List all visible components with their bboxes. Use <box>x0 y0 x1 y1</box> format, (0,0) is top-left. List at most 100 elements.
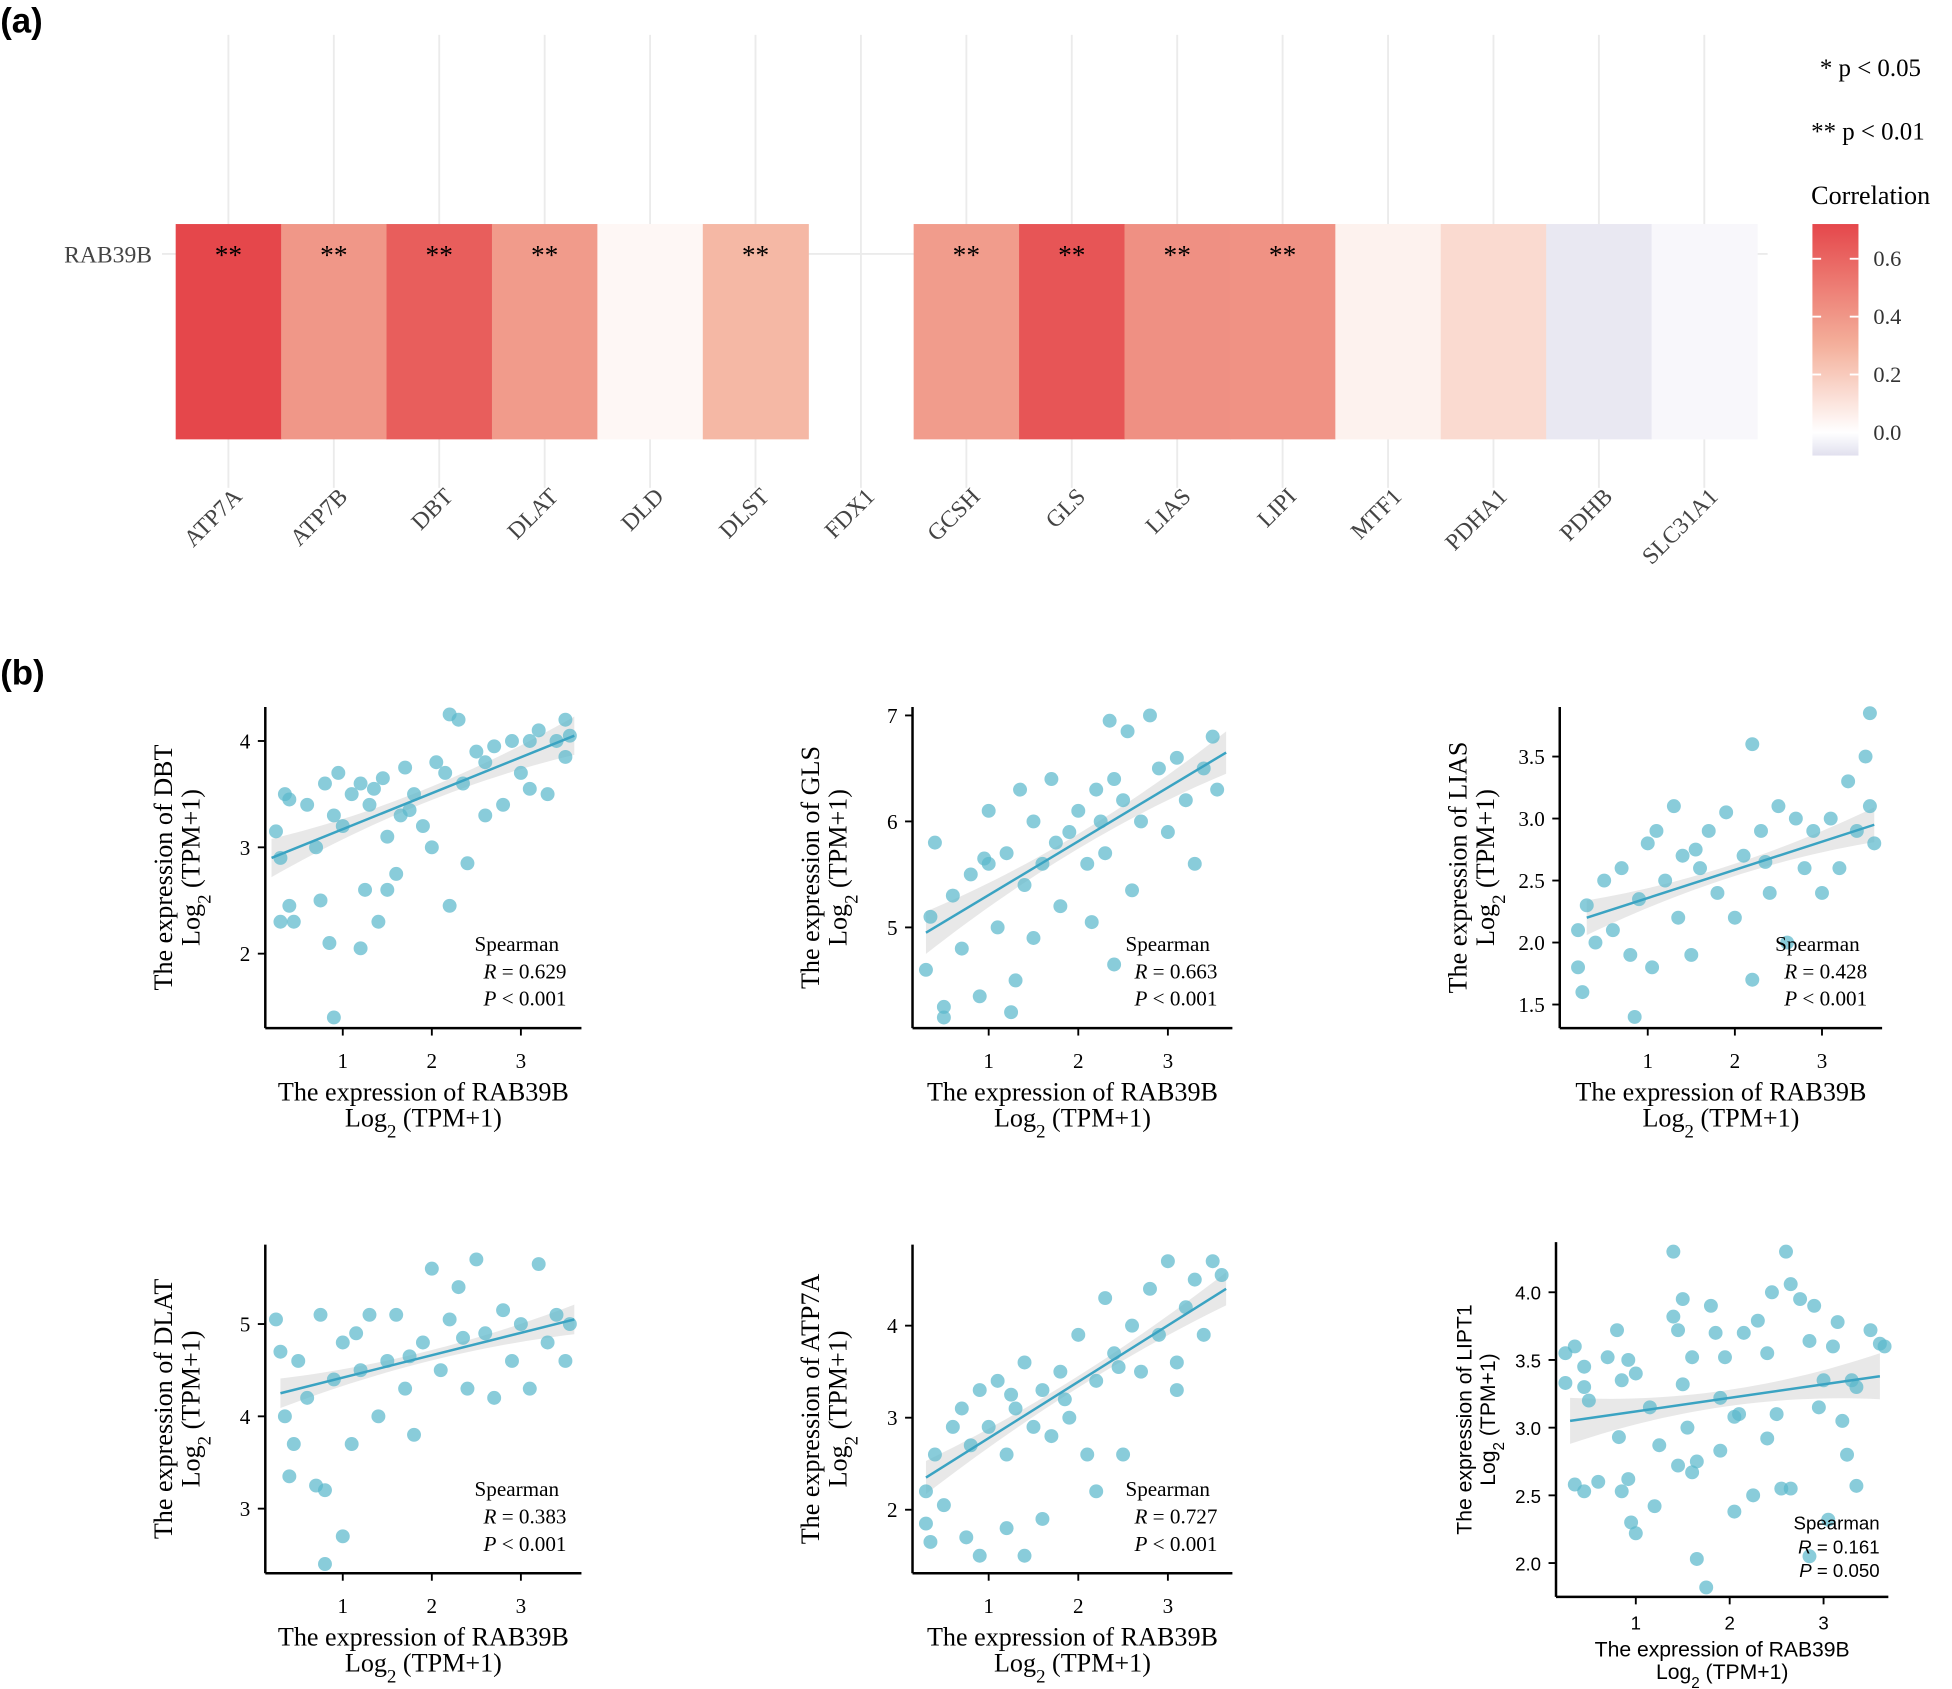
legend-title: Correlation <box>1811 181 1930 210</box>
regression-line <box>271 734 575 860</box>
stat-p-symbol: P <box>483 1532 497 1556</box>
data-point <box>424 840 439 855</box>
data-point <box>269 1312 283 1327</box>
colorbar-tick-label: 0.4 <box>1873 304 1901 329</box>
stat-p: P < 0.001 <box>483 1532 567 1556</box>
data-point <box>1769 1407 1784 1422</box>
data-point <box>1863 1323 1878 1338</box>
regression-line <box>280 1318 575 1395</box>
x-tick-label: 1 <box>983 1049 994 1073</box>
log-base: Log <box>1471 904 1500 946</box>
x-tick-label: 1 <box>337 1049 348 1073</box>
data-point <box>286 1437 301 1451</box>
stat-r: R = 0.629 <box>483 959 567 983</box>
data-point <box>1685 1465 1700 1480</box>
x-tick-label: 3 <box>1163 1594 1174 1618</box>
y-axis-title: The expression of GLS <box>796 746 825 989</box>
data-point <box>1597 873 1612 888</box>
data-point <box>313 1307 328 1322</box>
colorbar-tick-label: 0.0 <box>1873 420 1901 445</box>
data-point <box>496 1303 511 1318</box>
data-point <box>522 781 537 796</box>
heatmap-cell <box>1546 224 1653 440</box>
log-base: Log <box>1642 1103 1684 1132</box>
data-point <box>1080 1447 1095 1462</box>
data-point <box>1621 1352 1636 1367</box>
x-tick-label: 3 <box>1163 1049 1174 1073</box>
data-point <box>1727 1504 1742 1519</box>
data-point <box>1649 823 1664 838</box>
x-axis-unit: Log2 (TPM+1) <box>994 1103 1151 1141</box>
x-axis-title: The expression of RAB39B <box>927 1622 1218 1651</box>
y-tick-label: 4.0 <box>1515 1283 1541 1304</box>
data-point <box>1125 1318 1140 1333</box>
stat-p-symbol: P <box>1783 987 1797 1011</box>
y-axis-unit: Log2 (TPM+1) <box>1477 1353 1508 1485</box>
log-subscript: 2 <box>387 1666 396 1687</box>
data-point <box>1806 823 1821 838</box>
data-point <box>451 1280 466 1295</box>
stat-p-symbol: P <box>1799 1560 1812 1581</box>
data-point <box>1107 772 1122 787</box>
heatmap-cell <box>175 224 282 440</box>
y-tick-label: 3.5 <box>1515 1350 1541 1371</box>
data-point <box>1760 1346 1775 1361</box>
significance-mark: ** <box>531 240 558 270</box>
data-point <box>375 771 390 786</box>
data-point <box>954 941 969 956</box>
heatmap-cell <box>281 224 388 440</box>
significance-mark: ** <box>1269 240 1296 270</box>
log-base: Log <box>176 1445 205 1487</box>
data-point <box>1071 803 1086 818</box>
data-point <box>1825 1339 1840 1354</box>
data-point <box>353 776 368 791</box>
x-axis-title: The expression of RAB39B <box>1575 1077 1866 1106</box>
data-point <box>1815 885 1829 900</box>
significance-mark: ** <box>953 240 980 270</box>
data-point <box>981 1419 996 1434</box>
log-rest: (TPM+1) <box>1045 1649 1150 1678</box>
heatmap-cell <box>386 224 493 440</box>
data-point <box>1628 1366 1643 1381</box>
legend-sig1: * p < 0.05 <box>1820 55 1921 82</box>
significance-mark: ** <box>742 240 769 270</box>
data-point <box>1614 1484 1629 1499</box>
data-point <box>1840 1447 1854 1462</box>
stat-r-symbol: R <box>483 1504 497 1528</box>
data-point <box>1671 1323 1686 1338</box>
stat-r-value: = 0.428 <box>1797 959 1867 983</box>
log-subscript: 2 <box>194 895 215 904</box>
data-point <box>282 792 297 807</box>
data-point <box>1008 1401 1023 1416</box>
data-point <box>1120 724 1135 739</box>
log-rest: (TPM+1) <box>396 1649 501 1678</box>
log-subscript: 2 <box>841 1436 862 1445</box>
data-point <box>999 1447 1014 1462</box>
data-point <box>918 1516 933 1531</box>
heatmap-cell <box>1019 224 1126 440</box>
x-tick-label: 2 <box>1073 1049 1084 1073</box>
data-point <box>322 936 337 950</box>
x-tick-label: 3 <box>1818 1612 1828 1633</box>
data-point <box>1830 1315 1845 1330</box>
data-point <box>1736 848 1751 863</box>
data-point <box>1727 910 1742 925</box>
data-point <box>1623 947 1638 962</box>
log-rest: (TPM+1) <box>1694 1103 1799 1132</box>
heatmap-cell <box>1124 224 1231 440</box>
data-point <box>1169 750 1184 765</box>
data-point <box>1779 1244 1793 1259</box>
data-point <box>1764 1285 1779 1300</box>
data-point <box>1169 1355 1184 1370</box>
data-point <box>1821 1512 1836 1527</box>
x-tick-label: GLS <box>1041 484 1091 534</box>
x-tick-label: LIPI <box>1253 484 1302 533</box>
data-point <box>487 1390 502 1405</box>
x-tick-label: 1 <box>1631 1612 1641 1633</box>
data-point <box>1689 1454 1704 1469</box>
data-point <box>531 1257 546 1272</box>
data-point <box>362 797 377 812</box>
data-point <box>1693 861 1707 876</box>
